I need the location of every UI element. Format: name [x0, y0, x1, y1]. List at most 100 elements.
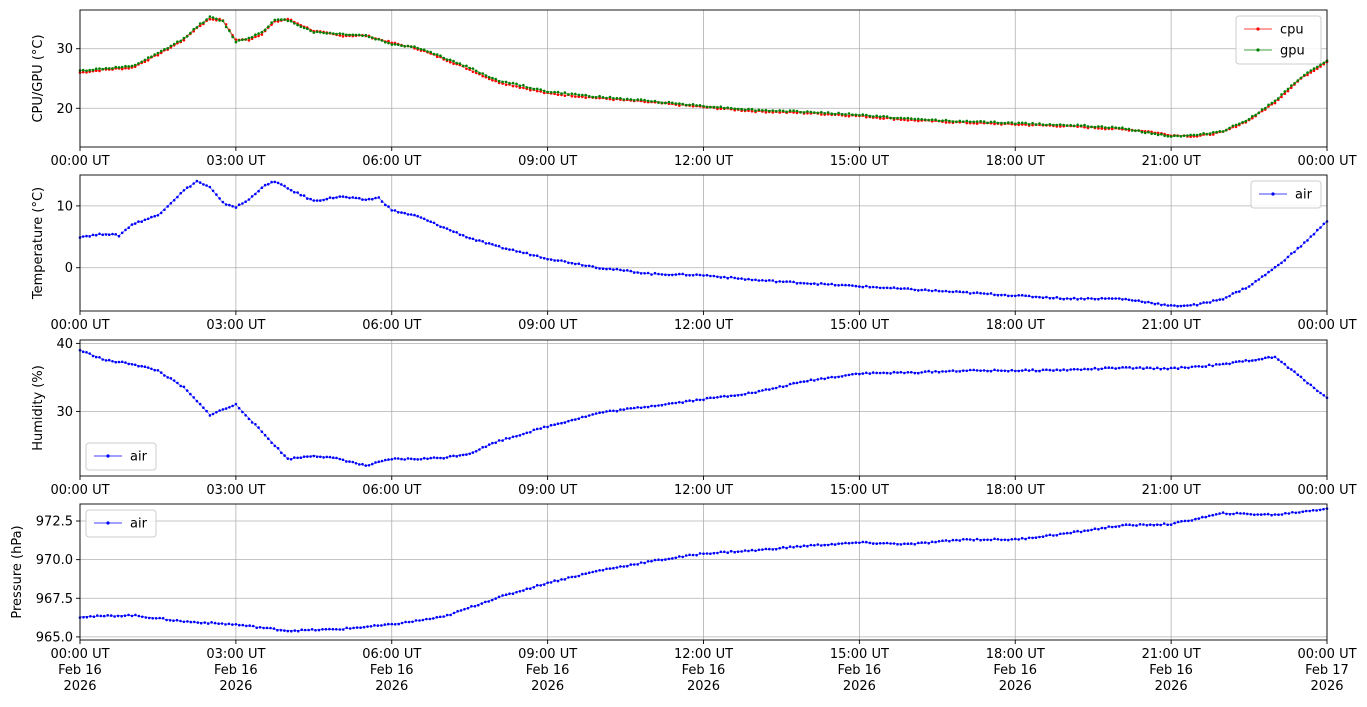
- data-point: [792, 546, 795, 549]
- data-point: [1205, 301, 1209, 304]
- data-point: [237, 39, 241, 42]
- data-point: [968, 538, 972, 541]
- data-point: [179, 384, 182, 388]
- data-point: [1156, 131, 1160, 135]
- data-point: [241, 623, 245, 627]
- data-point: [1303, 379, 1306, 382]
- data-point: [1124, 127, 1127, 131]
- x-tick-label: 03:00 UT: [206, 154, 265, 169]
- data-point: [163, 48, 166, 51]
- data-point: [664, 403, 667, 406]
- data-point: [657, 272, 660, 276]
- data-point: [1186, 134, 1189, 137]
- data-point: [179, 191, 182, 195]
- data-point: [653, 99, 657, 103]
- data-point: [1231, 361, 1235, 364]
- data-point: [312, 31, 316, 34]
- data-point: [1027, 369, 1031, 372]
- data-point: [332, 32, 335, 35]
- data-point: [989, 292, 993, 295]
- data-point: [636, 563, 639, 566]
- data-point: [192, 30, 195, 33]
- data-point: [743, 278, 747, 281]
- data-point: [847, 541, 851, 545]
- data-point: [917, 289, 920, 292]
- data-point: [1273, 101, 1277, 105]
- data-point: [193, 620, 196, 624]
- data-point: [723, 550, 726, 554]
- data-point: [1110, 127, 1114, 131]
- data-point: [163, 374, 166, 377]
- data-point: [404, 620, 407, 624]
- data-point: [996, 369, 1000, 372]
- data-point: [788, 382, 792, 386]
- data-point: [1104, 126, 1107, 129]
- data-point: [176, 195, 179, 199]
- data-point: [328, 455, 332, 459]
- data-point: [591, 413, 594, 416]
- data-point: [671, 557, 674, 560]
- data-point: [377, 460, 381, 464]
- data-point: [494, 244, 498, 247]
- data-point: [598, 267, 601, 270]
- data-point: [882, 371, 885, 375]
- data-point: [529, 253, 532, 257]
- data-point: [1137, 299, 1140, 302]
- data-point: [525, 86, 529, 89]
- data-point: [1280, 360, 1283, 364]
- x-tick-label: 21:00 UT: [1142, 154, 1201, 169]
- data-point: [875, 371, 878, 375]
- data-point: [1034, 369, 1038, 373]
- data-point: [218, 197, 221, 200]
- data-point: [1298, 511, 1301, 514]
- data-point: [868, 285, 872, 289]
- data-point: [958, 370, 962, 373]
- data-point: [792, 381, 795, 385]
- data-point: [448, 454, 452, 458]
- data-point: [695, 273, 698, 276]
- data-point: [418, 619, 421, 622]
- data-point: [257, 189, 260, 193]
- data-point: [306, 197, 309, 200]
- data-point: [1097, 368, 1100, 371]
- data-point: [986, 292, 989, 296]
- data-point: [335, 628, 338, 631]
- data-point: [175, 618, 179, 622]
- data-point: [899, 370, 903, 374]
- data-point: [598, 569, 601, 572]
- data-point: [1244, 119, 1248, 123]
- data-point: [89, 615, 92, 618]
- data-point: [1093, 527, 1097, 530]
- data-point: [577, 417, 581, 421]
- data-point: [529, 587, 532, 590]
- data-point: [426, 457, 429, 461]
- data-point: [312, 454, 316, 458]
- data-point: [1124, 523, 1128, 526]
- data-point: [709, 552, 712, 556]
- data-point: [159, 371, 163, 374]
- data-point: [1293, 370, 1296, 373]
- data-point: [468, 452, 472, 456]
- data-point: [1147, 300, 1150, 304]
- data-point: [260, 30, 264, 34]
- data-point: [270, 441, 273, 445]
- data-point: [1257, 111, 1261, 115]
- data-point: [532, 87, 536, 91]
- x-tick-label: Feb 16: [526, 663, 570, 678]
- data-point: [203, 621, 206, 624]
- data-point: [146, 217, 150, 221]
- data-point: [1202, 132, 1205, 135]
- data-point: [837, 111, 840, 115]
- data-point: [882, 117, 885, 120]
- data-point: [698, 552, 702, 555]
- data-point: [1309, 69, 1313, 72]
- data-point: [823, 377, 826, 381]
- data-point: [781, 545, 785, 549]
- data-point: [1138, 366, 1142, 369]
- data-point: [937, 119, 941, 123]
- data-point: [1309, 235, 1313, 238]
- data-point: [309, 455, 312, 458]
- data-point: [702, 104, 705, 108]
- data-point: [577, 574, 581, 578]
- data-point: [754, 391, 757, 395]
